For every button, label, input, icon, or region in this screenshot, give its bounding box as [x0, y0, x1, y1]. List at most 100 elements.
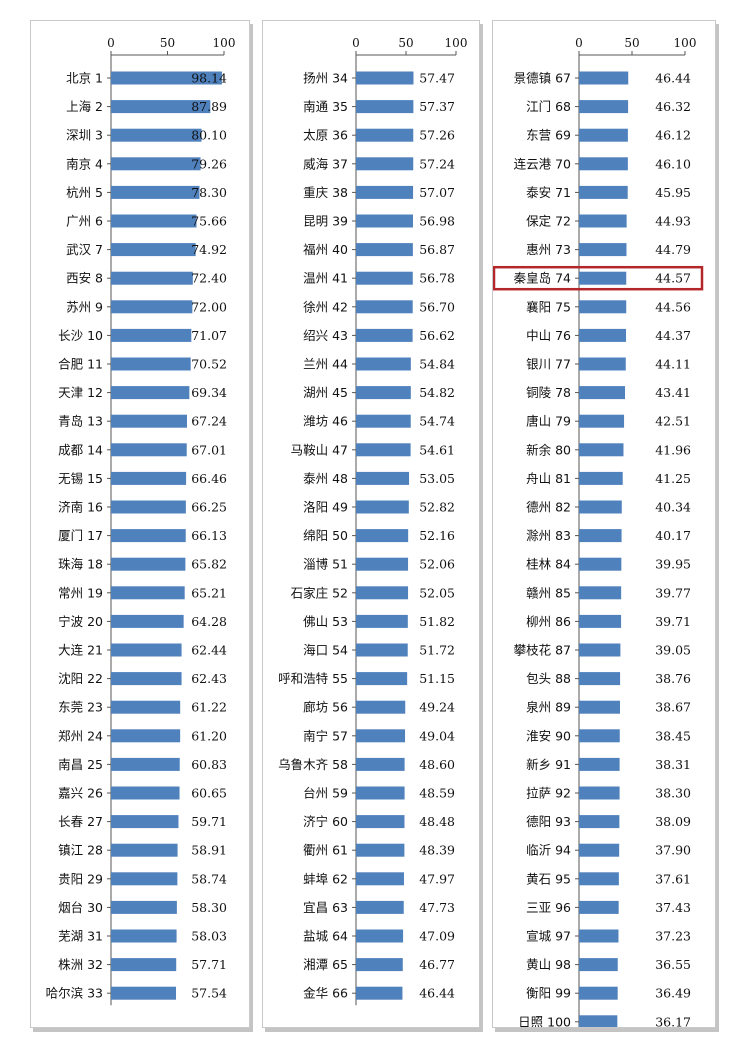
category-label: 成都 14	[58, 442, 103, 457]
bar	[579, 443, 624, 457]
value-label: 49.04	[419, 728, 455, 743]
value-label: 54.84	[419, 357, 455, 372]
value-label: 52.16	[419, 528, 455, 543]
category-label: 上海 2	[66, 99, 103, 114]
value-label: 58.74	[191, 871, 227, 886]
value-label: 44.11	[655, 357, 691, 372]
value-label: 80.10	[191, 128, 227, 143]
category-label: 珠海 18	[58, 557, 103, 572]
category-label: 三亚 96	[526, 900, 571, 915]
x-tick-label: 0	[575, 36, 583, 50]
category-label: 扬州 34	[303, 71, 348, 86]
bar	[111, 900, 177, 914]
bar	[356, 786, 405, 800]
bar	[111, 328, 192, 342]
bar	[356, 300, 413, 314]
value-label: 46.32	[655, 99, 691, 114]
category-label: 柳州 86	[526, 614, 571, 629]
category-label: 长沙 10	[58, 328, 103, 343]
category-label: 威海 37	[303, 156, 348, 171]
category-label: 盐城 64	[303, 929, 348, 944]
bar	[111, 700, 181, 714]
value-label: 72.40	[191, 271, 227, 286]
bar	[579, 500, 622, 514]
bar	[356, 443, 411, 457]
value-label: 44.79	[655, 242, 691, 257]
category-label: 泉州 89	[526, 700, 571, 715]
bar	[579, 214, 627, 228]
category-label: 马鞍山 47	[291, 442, 348, 457]
bar	[356, 643, 408, 657]
category-label: 舟山 81	[526, 471, 571, 486]
value-label: 54.61	[419, 442, 455, 457]
bar	[579, 357, 626, 371]
bar	[111, 414, 187, 428]
value-label: 39.71	[655, 614, 691, 629]
value-label: 47.09	[419, 929, 455, 944]
x-tick-label: 50	[624, 36, 639, 50]
bar	[579, 843, 620, 857]
category-label: 武汉 7	[66, 242, 103, 257]
value-label: 54.82	[419, 385, 455, 400]
category-label: 徐州 42	[303, 299, 348, 314]
value-label: 62.44	[191, 643, 227, 658]
category-label: 襄阳 75	[526, 299, 571, 314]
value-label: 57.24	[419, 156, 455, 171]
value-label: 66.13	[191, 528, 227, 543]
category-label: 东营 69	[526, 128, 571, 143]
bar	[111, 185, 200, 199]
value-label: 45.95	[655, 185, 691, 200]
bar	[111, 672, 182, 686]
category-label: 中山 76	[526, 328, 571, 343]
bar	[356, 557, 409, 571]
bar	[356, 128, 414, 142]
value-label: 51.82	[419, 614, 455, 629]
value-label: 38.09	[655, 814, 691, 829]
bar	[579, 71, 629, 85]
bar	[356, 500, 409, 514]
category-label: 海口 54	[303, 643, 348, 658]
category-label: 绵阳 50	[303, 528, 348, 543]
x-tick-label: 50	[398, 36, 413, 50]
bar	[356, 357, 411, 371]
category-label: 湘潭 65	[303, 957, 348, 972]
category-label: 合肥 11	[58, 357, 103, 372]
category-label: 德阳 93	[526, 814, 571, 829]
value-label: 58.03	[191, 929, 227, 944]
bar	[356, 929, 404, 943]
value-label: 64.28	[191, 614, 227, 629]
value-label: 41.25	[655, 471, 691, 486]
value-label: 54.74	[419, 414, 455, 429]
category-label: 宜昌 63	[303, 900, 348, 915]
bar	[579, 386, 626, 400]
x-tick-label: 100	[445, 36, 468, 50]
category-label: 天津 12	[58, 385, 103, 400]
value-label: 66.46	[191, 471, 227, 486]
bar	[111, 729, 181, 743]
category-label: 衡阳 99	[526, 986, 571, 1001]
category-label: 福州 40	[303, 242, 348, 257]
category-label: 台州 59	[303, 786, 348, 801]
bar	[579, 557, 622, 571]
value-label: 51.15	[419, 671, 455, 686]
category-label: 常州 19	[58, 585, 103, 600]
value-label: 48.60	[419, 757, 455, 772]
value-label: 43.41	[655, 385, 691, 400]
bar	[111, 586, 185, 600]
category-label: 赣州 85	[526, 585, 571, 600]
value-label: 71.07	[191, 328, 227, 343]
category-label: 东莞 23	[58, 700, 103, 715]
value-label: 56.98	[419, 214, 455, 229]
value-label: 65.82	[191, 557, 227, 572]
value-label: 57.71	[191, 957, 227, 972]
bar	[111, 757, 180, 771]
value-label: 36.17	[655, 1014, 691, 1027]
value-label: 60.83	[191, 757, 227, 772]
bar	[111, 357, 191, 371]
category-label: 深圳 3	[66, 128, 103, 143]
value-label: 70.52	[191, 357, 227, 372]
category-label: 广州 6	[66, 214, 103, 229]
category-label: 江门 68	[526, 99, 571, 114]
value-label: 56.62	[419, 328, 455, 343]
value-label: 67.24	[191, 414, 227, 429]
